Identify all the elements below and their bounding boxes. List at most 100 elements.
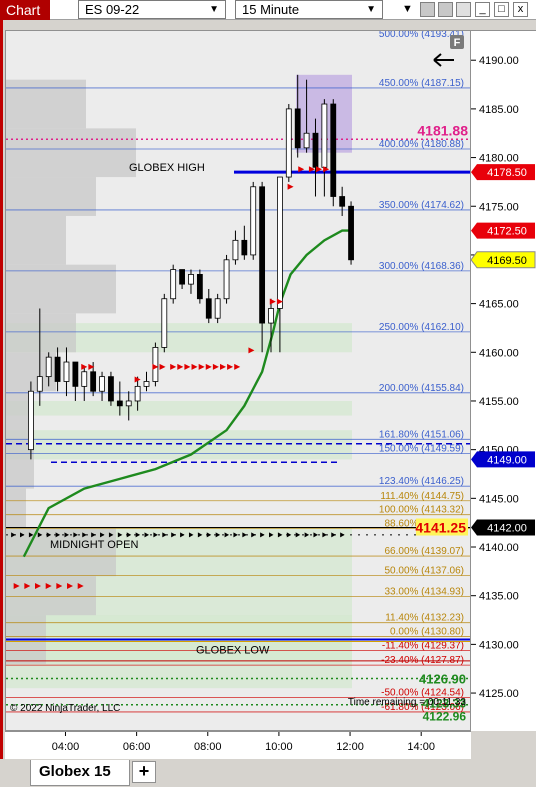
price-tick-label: 4180.00 (479, 153, 519, 165)
signal-marker (219, 363, 226, 370)
fib-level-label: 200.00% (4155.84) (379, 383, 464, 394)
open-marker (197, 532, 203, 538)
price-badge (471, 451, 535, 468)
open-marker (340, 532, 345, 538)
instrument-value: ES 09-22 (85, 2, 140, 17)
signal-marker (152, 363, 159, 370)
price-tick-label: 4190.00 (479, 55, 519, 67)
open-marker (206, 532, 212, 538)
open-marker (100, 532, 105, 538)
fib-level-label: 50.00% (4137.06) (384, 566, 464, 577)
open-marker (331, 532, 336, 538)
candle-up (188, 274, 194, 285)
layout-icon-1[interactable] (420, 2, 435, 17)
open-marker (91, 532, 96, 538)
volume-profile-bar (6, 391, 31, 440)
signal-marker (184, 363, 191, 370)
open-marker (126, 532, 132, 538)
chart-tag[interactable]: Chart (0, 0, 50, 20)
candle-down (108, 376, 114, 402)
tab-globex-15[interactable]: Globex 15 (30, 760, 130, 786)
open-marker (313, 532, 318, 538)
open-marker (269, 532, 274, 538)
fib-level-label: -11.40% (4129.37) (382, 641, 464, 652)
candle-up (277, 176, 283, 309)
candle-up (99, 376, 105, 392)
signal-marker (35, 582, 42, 589)
signal-marker (269, 298, 276, 305)
last-price-highlight (416, 518, 468, 536)
candle-up (63, 361, 70, 382)
price-tick-label: 4130.00 (479, 639, 519, 651)
signal-marker (56, 582, 63, 589)
chevron-down-icon: ▼ (209, 4, 219, 15)
menu-dropdown-icon[interactable]: ▼ (402, 3, 413, 15)
candle-up (134, 385, 141, 402)
minimize-button[interactable]: _ (475, 2, 490, 17)
price-badge (471, 222, 535, 239)
open-marker (46, 532, 52, 538)
annotation-midnight-open: MIDNIGHT OPEN (50, 539, 138, 551)
signal-marker (276, 298, 283, 305)
price-badge (470, 251, 536, 269)
signal-marker (81, 363, 88, 370)
time-tick-label: 06:00 (123, 741, 151, 753)
signal-marker (134, 376, 141, 383)
volume-profile-bar (6, 488, 26, 528)
candle-down (72, 361, 79, 387)
layout-icon-3[interactable] (456, 2, 471, 17)
signal-marker (67, 582, 74, 589)
time-tick-label: 12:00 (336, 741, 364, 753)
interval-selector[interactable]: 15 Minute ▼ (235, 0, 383, 19)
open-marker (304, 532, 310, 538)
candle-down (90, 371, 97, 392)
open-marker (242, 532, 247, 538)
signal-marker (77, 582, 84, 589)
candle-down (294, 108, 301, 149)
signal-marker (159, 363, 166, 370)
open-marker (37, 532, 43, 538)
volume-profile-bar (6, 313, 76, 353)
time-axis[interactable]: 04:00 06:00 08:00 10:00 12:00 14:00 (5, 731, 471, 759)
candle-down (196, 274, 203, 300)
bottom-green-label-b: 4122.96 (423, 709, 467, 723)
header-level-label: 500.00% (4193.41) (379, 31, 464, 40)
signal-marker (316, 166, 323, 173)
open-marker (233, 532, 238, 538)
time-tick-label: 10:00 (265, 741, 293, 753)
price-chart[interactable]: 500.00% (4193.41) 450.00% (4187.15) 400.00… (6, 31, 471, 731)
fib-level-label: 350.00% (4174.62) (379, 200, 464, 211)
open-marker (108, 532, 114, 538)
price-tick-label: 4175.00 (479, 201, 519, 213)
price-badge (471, 519, 535, 536)
signal-marker (308, 166, 315, 173)
layout-icon-2[interactable] (438, 2, 453, 17)
candle-up (250, 186, 257, 256)
annotation-globex-low: GLOBEX LOW (196, 645, 270, 657)
open-marker (135, 532, 141, 538)
chevron-down-icon: ▼ (366, 4, 376, 15)
price-tick-label: 4185.00 (479, 104, 519, 116)
value-area-zone (6, 430, 352, 460)
candle-up (214, 298, 221, 319)
price-axis[interactable]: 4125.00 4130.00 4135.00 4140.00 4145.00 4150.… (470, 30, 536, 731)
signal-marker (170, 363, 177, 370)
add-tab-button[interactable]: + (132, 761, 156, 783)
candle-up (152, 347, 159, 382)
signal-marker (234, 363, 241, 370)
price-tick-label: 4165.00 (479, 299, 519, 311)
time-axis-svg: 04:00 06:00 08:00 10:00 12:00 14:00 (52, 732, 435, 753)
volume-profile-bar (6, 177, 96, 216)
close-button[interactable]: x (513, 2, 528, 17)
interval-value: 15 Minute (242, 2, 300, 17)
price-tick-label: 4155.00 (479, 396, 519, 408)
fib-level-label: 100.00% (4143.32) (379, 505, 464, 516)
restore-button[interactable]: □ (494, 2, 509, 17)
candle-up (161, 298, 168, 348)
open-marker (64, 532, 69, 538)
signal-marker (298, 166, 305, 173)
candle-up (232, 239, 239, 261)
instrument-selector[interactable]: ES 09-22 ▼ (78, 0, 226, 19)
fib-level-label: 150.00% (4149.59) (379, 444, 464, 455)
chart-panel[interactable]: 500.00% (4193.41) 450.00% (4187.15) 400.00… (5, 30, 471, 731)
